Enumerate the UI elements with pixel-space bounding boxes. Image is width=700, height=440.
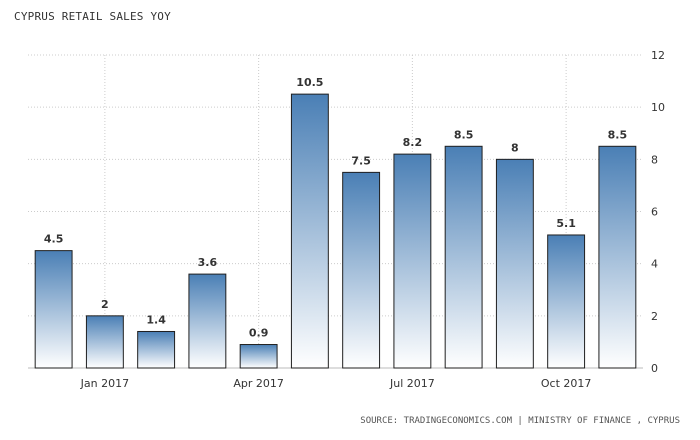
bar-value-label: 3.6 — [198, 256, 218, 269]
y-tick-label: 6 — [651, 206, 658, 219]
y-tick-label: 0 — [651, 362, 658, 375]
bar — [547, 234, 586, 369]
x-tick-label: Apr 2017 — [233, 377, 284, 390]
bar — [137, 330, 176, 369]
x-tick-label: Jan 2017 — [80, 377, 129, 390]
y-axis-ticks: 0 2 4 6 8 10 12 — [651, 49, 665, 375]
y-tick-label: 2 — [651, 310, 658, 323]
bar-value-label: 8.2 — [403, 136, 423, 149]
bar-value-label: 0.9 — [249, 327, 269, 340]
bar-value-label: 7.5 — [351, 154, 371, 167]
bar-value-labels: 4.5 2 1.4 3.6 0.9 10.5 7.5 8.2 8.5 8 5.1 8.5 — [44, 76, 627, 339]
chart-title: CYPRUS RETAIL SALES YOY — [14, 10, 171, 23]
bar-value-label: 1.4 — [146, 313, 166, 326]
x-tick-label: Jul 2017 — [389, 377, 435, 390]
bar-value-label: 4.5 — [44, 233, 64, 246]
bar — [393, 153, 432, 369]
bar-value-label: 8 — [511, 141, 519, 154]
y-tick-label: 12 — [651, 49, 665, 62]
bar-value-label: 2 — [101, 298, 109, 311]
bar — [342, 171, 381, 369]
bar-value-label: 10.5 — [296, 76, 323, 89]
bar — [85, 315, 124, 369]
bar — [598, 145, 637, 369]
bar-value-label: 8.5 — [608, 128, 628, 141]
bar-value-label: 8.5 — [454, 128, 474, 141]
bar — [34, 250, 73, 369]
source-note: SOURCE: TRADINGECONOMICS.COM | MINISTRY … — [360, 416, 680, 426]
bar — [495, 158, 534, 369]
x-tick-label: Oct 2017 — [541, 377, 592, 390]
bar-value-label: 5.1 — [556, 217, 576, 230]
y-tick-label: 4 — [651, 258, 658, 271]
bar — [444, 145, 483, 369]
bar — [188, 273, 227, 369]
bar — [239, 344, 278, 369]
y-tick-label: 10 — [651, 101, 665, 114]
bar — [290, 93, 329, 369]
bars — [34, 93, 637, 369]
grid-lines — [28, 54, 643, 369]
x-axis-ticks: Jan 2017 Apr 2017 Jul 2017 Oct 2017 — [80, 377, 592, 390]
y-tick-label: 8 — [651, 153, 658, 166]
